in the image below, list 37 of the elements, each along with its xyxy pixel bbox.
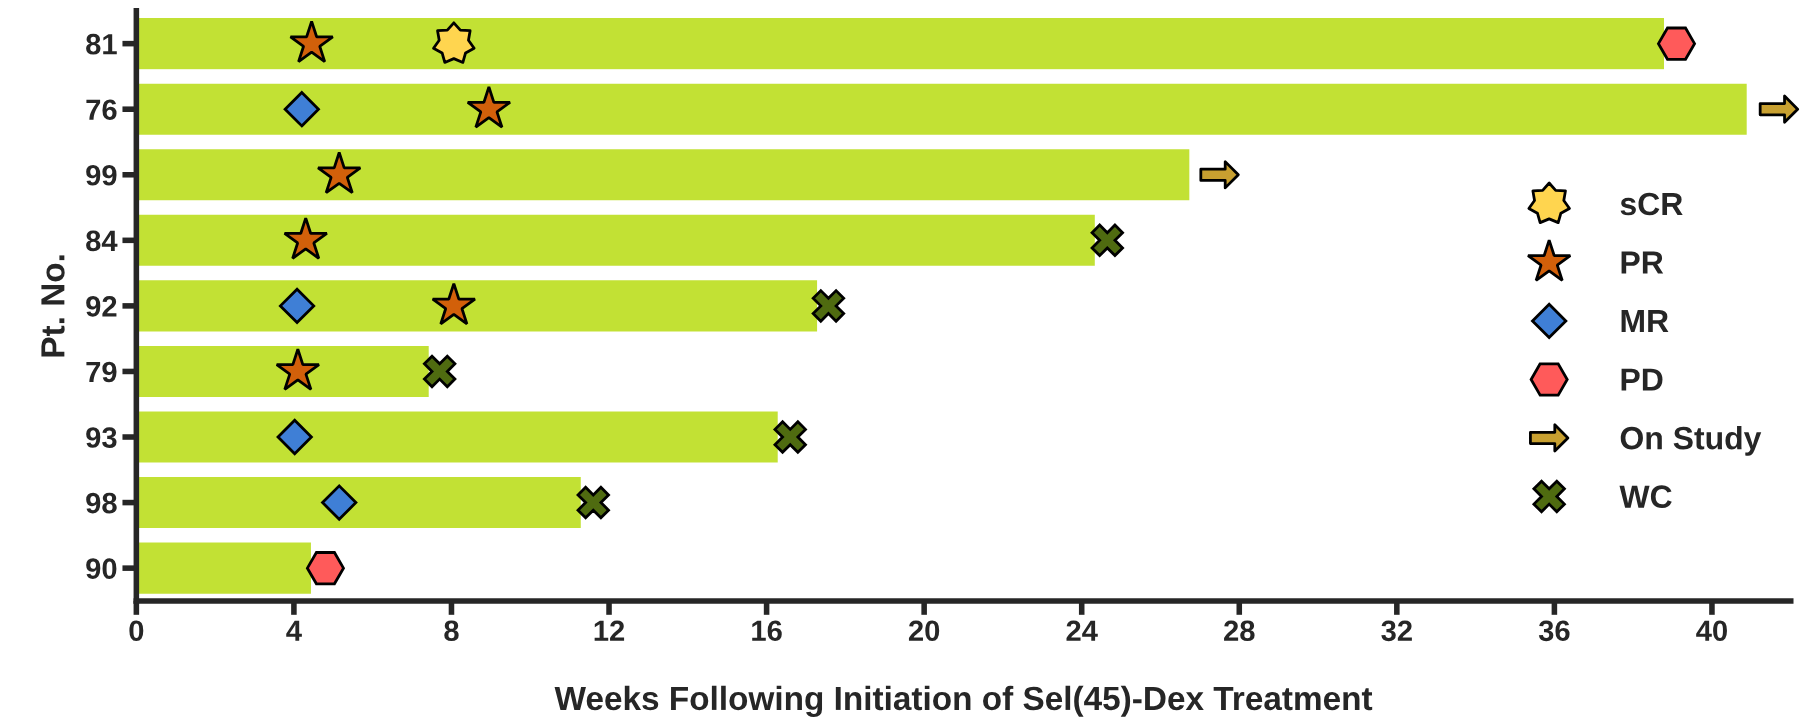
legend-label: PR [1621, 251, 1664, 274]
y-tick-label: 81 [86, 33, 117, 55]
bar [136, 410, 780, 464]
legend-label: WC [1619, 485, 1672, 508]
y-axis-title: Pt. No. [41, 255, 65, 357]
y-tick-label: 76 [86, 99, 117, 121]
legend-label: sCR [1620, 192, 1683, 216]
legend-label: On Study [1620, 426, 1762, 456]
x-tick-label: 28 [1224, 620, 1255, 642]
y-tick-label: 99 [86, 164, 117, 186]
y-tick-label: 93 [86, 427, 117, 448]
y-tick-label: 92 [86, 296, 117, 317]
x-tick-label: 20 [908, 620, 940, 642]
legend-label: PD [1621, 368, 1663, 391]
bar [136, 147, 1191, 202]
x-tick-label: 24 [1066, 620, 1098, 641]
x-tick-label: 8 [444, 620, 459, 642]
x-tick-label: 12 [594, 620, 625, 641]
x-tick-label: 0 [129, 620, 144, 642]
legend-label: MR [1621, 310, 1669, 333]
x-tick-label: 40 [1696, 620, 1727, 642]
y-tick-label: 84 [86, 230, 118, 252]
x-tick-label: 16 [752, 620, 782, 642]
x-tick-label: 36 [1538, 620, 1570, 642]
bar [136, 82, 1749, 137]
x-axis-title: Weeks Following Initiation of Sel(45)-Dex Treatment [554, 685, 1373, 717]
bar [136, 344, 431, 399]
x-tick-label: 32 [1381, 620, 1412, 642]
y-tick-label: 90 [86, 558, 117, 579]
bar [136, 541, 313, 596]
y-tick-label: 98 [86, 492, 117, 514]
bar [136, 16, 1666, 71]
bar [136, 278, 819, 333]
x-tick-label: 4 [286, 620, 302, 641]
y-tick-label: 79 [86, 361, 117, 383]
bar [136, 213, 1097, 268]
bar [136, 475, 583, 530]
